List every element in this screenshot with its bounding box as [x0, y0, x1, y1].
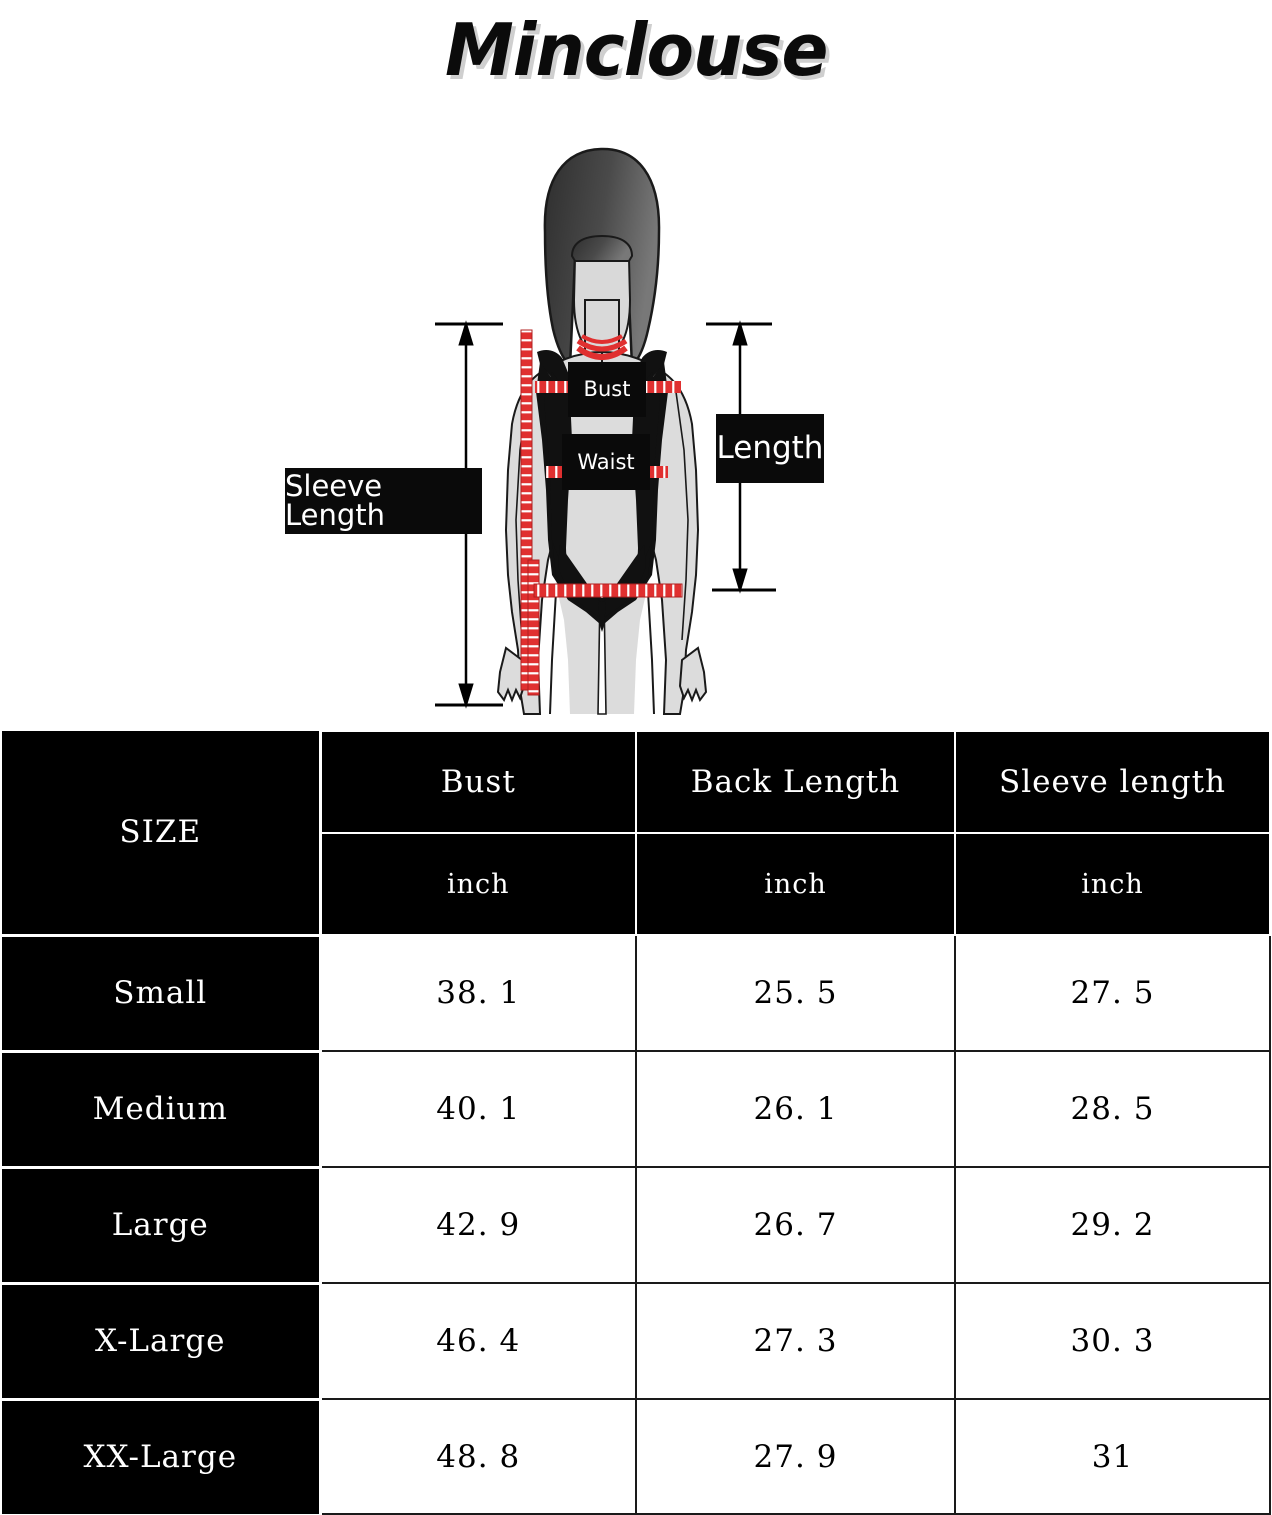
row-bust: 38. 1	[319, 934, 637, 1052]
waist-label: Waist	[562, 434, 650, 490]
bust-tape-icon	[535, 381, 681, 393]
header-back-length: Back Length	[635, 730, 956, 834]
sleeve-tape-icon	[520, 329, 540, 696]
sleeve-length-arrow-icon	[435, 320, 503, 709]
row-back-length: 27. 9	[635, 1398, 956, 1515]
hip-tape-icon	[533, 583, 683, 598]
row-sleeve-length: 28. 5	[954, 1050, 1271, 1168]
size-chart-table: SIZE Bust Back Length Sleeve length inch…	[2, 730, 1271, 1515]
brand-header: Minclouse	[0, 8, 1272, 92]
measurement-diagram: Sleeve Length Length Bust Waist	[0, 0, 1272, 728]
unit-back-length: inch	[635, 832, 956, 936]
row-back-length: 25. 5	[635, 934, 956, 1052]
header-bust: Bust	[319, 730, 637, 834]
row-bust: 48. 8	[319, 1398, 637, 1515]
header-size: SIZE	[2, 731, 322, 935]
header-sleeve-length: Sleeve length	[954, 730, 1271, 834]
table-row: X-Large 46. 4 27. 3 30. 3	[2, 1281, 1271, 1400]
row-back-length: 26. 1	[635, 1050, 956, 1168]
row-size: Small	[2, 933, 322, 1051]
neck-icon	[584, 286, 620, 359]
table-row: Large 42. 9 26. 7 29. 2	[2, 1165, 1271, 1284]
table-unit-row: inch inch inch	[2, 832, 1271, 936]
row-bust: 40. 1	[319, 1050, 637, 1168]
row-size: XX-Large	[2, 1397, 322, 1514]
neck-tape-icon	[576, 334, 628, 360]
row-sleeve-length: 27. 5	[954, 934, 1271, 1052]
table-row: Medium 40. 1 26. 1 28. 5	[2, 1049, 1271, 1168]
table-row: Small 38. 1 25. 5 27. 5	[2, 933, 1271, 1052]
bust-label: Bust	[568, 362, 646, 417]
brand-name: Minclouse	[444, 8, 828, 92]
mannequin-illustration	[435, 147, 776, 715]
row-bust: 42. 9	[319, 1166, 637, 1284]
row-back-length: 26. 7	[635, 1166, 956, 1284]
waist-tape-icon	[546, 466, 668, 478]
sleeve-length-label: Sleeve Length	[285, 468, 482, 534]
unit-bust: inch	[319, 832, 637, 936]
row-size: Large	[2, 1165, 322, 1283]
row-size: X-Large	[2, 1281, 322, 1399]
row-back-length: 27. 3	[635, 1282, 956, 1400]
row-sleeve-length: 31	[954, 1398, 1271, 1515]
row-sleeve-length: 29. 2	[954, 1166, 1271, 1284]
table-row: XX-Large 48. 8 27. 9 31	[2, 1397, 1271, 1515]
row-sleeve-length: 30. 3	[954, 1282, 1271, 1400]
row-bust: 46. 4	[319, 1282, 637, 1400]
table-header-row: SIZE Bust Back Length Sleeve length	[2, 730, 1271, 935]
row-size: Medium	[2, 1049, 322, 1167]
length-label: Length	[716, 414, 824, 483]
unit-sleeve-length: inch	[954, 832, 1271, 936]
